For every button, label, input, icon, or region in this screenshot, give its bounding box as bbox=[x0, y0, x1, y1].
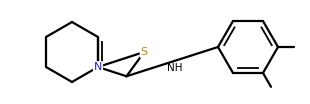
Text: S: S bbox=[140, 47, 148, 57]
Text: N: N bbox=[94, 62, 102, 72]
Text: NH: NH bbox=[167, 63, 182, 73]
